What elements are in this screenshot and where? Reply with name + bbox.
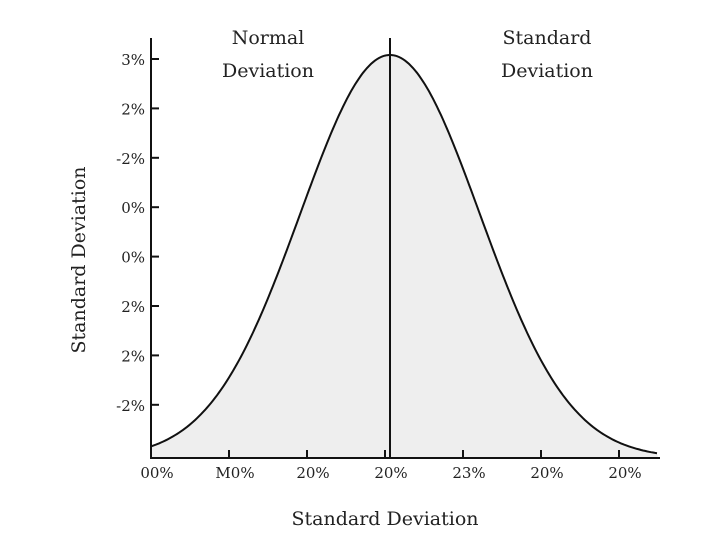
- y-tick-label: -2%: [116, 397, 145, 415]
- annotation-left-line1: Normal: [232, 27, 305, 49]
- x-tick-label: 20%: [530, 464, 563, 482]
- annotation-right-line2: Deviation: [501, 60, 593, 82]
- y-tick-label: 0%: [121, 199, 145, 217]
- y-axis-label: Standard Deviation: [68, 167, 90, 354]
- y-tick-label: 0%: [121, 249, 145, 267]
- curve-area: [151, 55, 658, 458]
- x-axis-label: Standard Deviation: [292, 508, 479, 530]
- x-tick-label: 20%: [374, 464, 407, 482]
- x-tick-label: 00%: [140, 464, 173, 482]
- y-tick-label: 3%: [121, 51, 145, 69]
- y-tick-label: 2%: [121, 298, 145, 316]
- x-tick-label: 20%: [608, 464, 641, 482]
- y-tick-label: 2%: [121, 347, 145, 365]
- annotation-left-line2: Deviation: [222, 60, 314, 82]
- bell-curve-line: [150, 54, 658, 455]
- x-tick-label: M0%: [215, 464, 254, 482]
- y-tick-label: -2%: [116, 150, 145, 168]
- annotation-right-line1: Standard: [503, 27, 592, 49]
- y-tick-label: 2%: [121, 100, 145, 118]
- x-tick-label: 23%: [452, 464, 485, 482]
- x-tick-label: 20%: [296, 464, 329, 482]
